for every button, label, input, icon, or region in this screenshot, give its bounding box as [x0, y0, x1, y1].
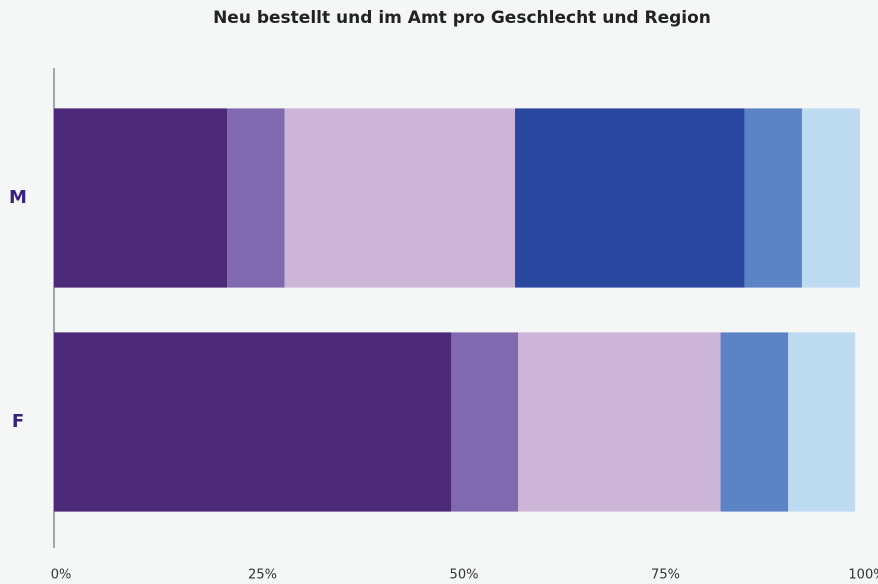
bar-segment [227, 108, 285, 288]
y-tick-label: F [12, 411, 24, 432]
bar-segment [801, 108, 860, 288]
bar-segment [744, 108, 802, 288]
x-tick-label: 50% [450, 568, 479, 583]
bar-segment [788, 332, 856, 512]
x-tick-label: 0% [51, 568, 72, 583]
chart-title: Neu bestellt und im Amt pro Geschlecht u… [213, 8, 711, 28]
bar-segment [284, 108, 516, 288]
bar-segment [720, 332, 789, 512]
x-tick-label: 100% [848, 568, 878, 583]
x-tick-label: 75% [651, 568, 680, 583]
bar-segment [518, 332, 721, 512]
bar-segment [451, 332, 519, 512]
bar-segment [515, 108, 745, 288]
bar-segment [54, 108, 228, 288]
y-tick-label: M [9, 187, 27, 208]
x-tick-label: 25% [248, 568, 277, 583]
bar-segment [54, 332, 452, 512]
